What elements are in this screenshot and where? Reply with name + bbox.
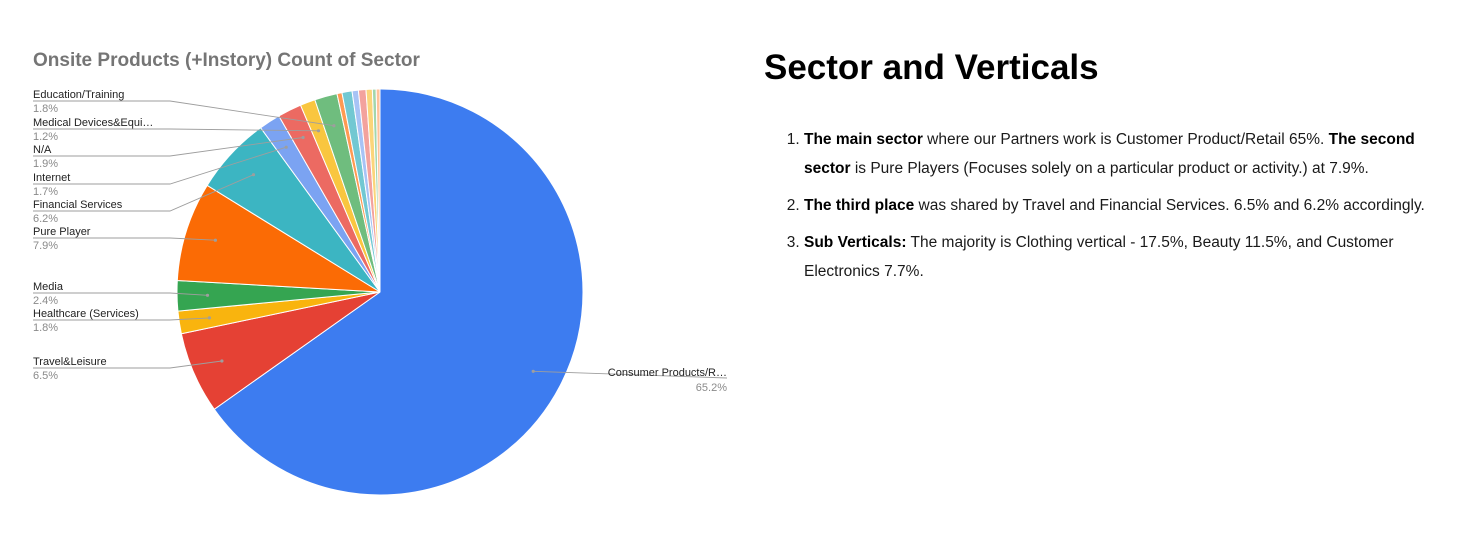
chart-title: Onsite Products (+Instory) Count of Sect… <box>33 50 420 71</box>
summary-point-emphasis: The third place <box>804 197 915 214</box>
slice-value-label: 6.5% <box>33 370 58 382</box>
leader-dot <box>284 145 288 149</box>
slice-label: Media <box>33 281 64 293</box>
slice-value-label: 65.2% <box>696 382 727 394</box>
slice-label: Pure Player <box>33 226 91 238</box>
pie-slice <box>375 88 381 293</box>
leader-line <box>33 137 304 157</box>
leader-line <box>33 100 334 127</box>
slice-label: N/A <box>33 144 52 156</box>
leader-line <box>33 128 319 132</box>
summary-point-text: was shared by Travel and Financial Servi… <box>914 197 1425 214</box>
slice-value-label: 2.4% <box>33 295 58 307</box>
slice-value-label: 1.8% <box>33 322 58 334</box>
summary-point-emphasis: Sub Verticals: <box>804 234 907 251</box>
pie-slice <box>176 184 381 293</box>
pie-chart-panel: Consumer Products/R… 65.2% Travel&Leisure 6… <box>33 50 727 496</box>
summary-point: The main sector where our Partners work … <box>804 125 1444 183</box>
slice-value-label: 1.2% <box>33 131 58 143</box>
slice-value-label: 1.8% <box>33 103 58 115</box>
slice-value-label: 1.9% <box>33 158 58 170</box>
slice-label: Travel&Leisure <box>33 356 107 368</box>
pie-labels: Consumer Products/R… 65.2% Travel&Leisure 6… <box>33 89 727 394</box>
slice-value-label: 7.9% <box>33 240 58 252</box>
slice-value-label: 1.7% <box>33 186 58 198</box>
leader-line <box>33 317 210 321</box>
summary-point-emphasis: The second sector <box>804 131 1415 177</box>
pie-slices <box>176 88 584 496</box>
summary-point-text: is Pure Players (Focuses solely on a par… <box>850 160 1369 177</box>
slice-label: Internet <box>33 172 70 184</box>
leader-line <box>33 292 208 296</box>
slice-label: Consumer Products/R… <box>608 367 727 379</box>
pie-slice <box>213 88 584 496</box>
section-heading: Sector and Verticals <box>764 48 1099 87</box>
leader-line <box>33 174 254 212</box>
summary-list: The main sector where our Partners work … <box>764 125 1444 294</box>
summary-point: The third place was shared by Travel and… <box>804 191 1444 220</box>
summary-point: Sub Verticals: The majority is Clothing … <box>804 228 1444 286</box>
slice-label: Healthcare (Services) <box>33 308 139 320</box>
summary-point-emphasis: The main sector <box>804 131 923 148</box>
slice-label: Medical Devices&Equi… <box>33 117 153 129</box>
slice-label: Financial Services <box>33 199 123 211</box>
slice-value-label: 6.2% <box>33 213 58 225</box>
text-panel: Sector and Verticals The main sector whe… <box>764 0 1454 554</box>
slice-label: Education/Training <box>33 89 124 101</box>
leader-line <box>33 146 287 185</box>
pie-chart: Consumer Products/R… 65.2% Travel&Leisure 6… <box>33 88 727 496</box>
summary-point-text: The majority is Clothing vertical - 17.5… <box>804 234 1394 280</box>
leader-line <box>33 360 222 369</box>
leader-line <box>533 370 728 379</box>
summary-point-text: where our Partners work is Customer Prod… <box>922 131 1329 148</box>
leader-line <box>33 237 216 241</box>
